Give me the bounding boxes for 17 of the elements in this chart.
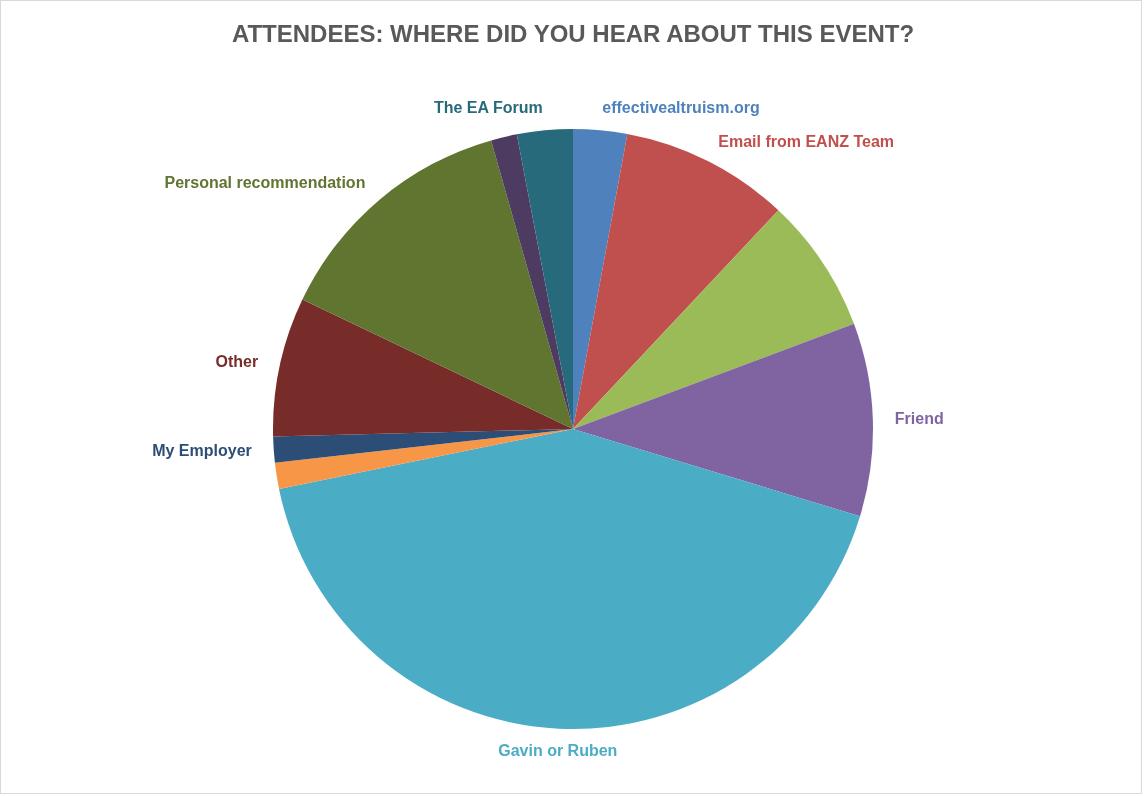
slice-label: Gavin or Ruben <box>498 741 618 759</box>
slice-label: effectivealtruism.org <box>602 99 760 117</box>
slice-label: The EA Forum <box>433 99 543 117</box>
slice-label: Friend <box>894 409 944 427</box>
chart-title: ATTENDEES: WHERE DID YOU HEAR ABOUT THIS EVENT? <box>231 20 915 47</box>
pie-slice <box>516 129 573 429</box>
pie-slice <box>279 429 861 729</box>
slice-label: My Employer <box>152 442 252 460</box>
pie-slice <box>273 299 573 437</box>
slice-label: Other <box>215 352 259 370</box>
pie-slice <box>274 429 573 489</box>
pie-slice <box>573 210 854 429</box>
pie-slice <box>573 129 628 429</box>
slice-label: Email from EANZ Team <box>718 132 895 150</box>
slice-label: Personal recommendation <box>164 173 366 191</box>
pie-slice <box>491 134 573 429</box>
pie-slice <box>573 323 873 517</box>
